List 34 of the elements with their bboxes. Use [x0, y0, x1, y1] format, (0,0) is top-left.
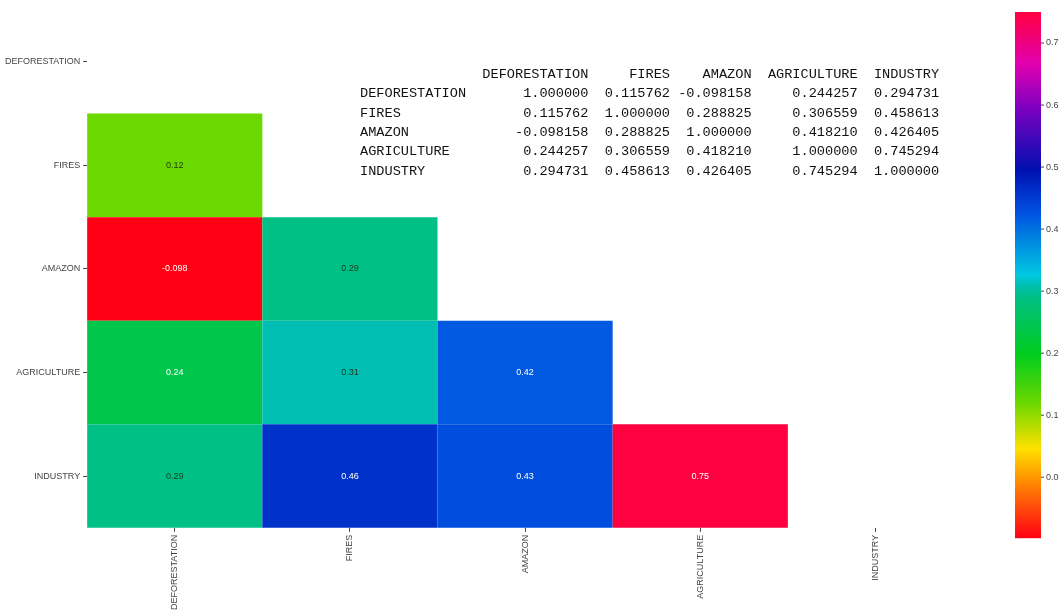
y-tick-label: AGRICULTURE: [16, 366, 81, 377]
data-label: 0.24: [165, 366, 184, 377]
data-label: -0.098: [161, 263, 188, 274]
x-tick-label: DEFORESTATION: [169, 534, 180, 610]
annotation: DEFORESTATION 1.000000 0.115762 -0.098158 0.244257 0.294731: [360, 86, 940, 102]
x-tick-label: FIRES: [344, 534, 355, 562]
annotation: AMAZON -0.098158 0.288825 1.000000 0.418210 0.426405: [360, 124, 940, 140]
annotation: FIRES 0.115762 1.000000 0.288825 0.306559 0.458613: [360, 105, 940, 121]
data-label: 0.43: [516, 470, 534, 481]
x-tick-label: AMAZON: [519, 534, 530, 574]
data-label: 0.46: [341, 470, 359, 481]
annotation: DEFORESTATION FIRES AMAZON AGRICULTURE INDUSTRY: [360, 67, 940, 82]
color-bar-label: 0.1: [1046, 409, 1059, 420]
color-bar-label: 0.5: [1046, 161, 1059, 172]
data-label: 0.29: [341, 263, 359, 274]
color-bar-label: 0.4: [1046, 223, 1059, 234]
color-bar-label: 0.3: [1046, 285, 1059, 296]
x-tick-label: INDUSTRY: [869, 534, 880, 581]
y-tick-label: FIRES: [53, 159, 81, 170]
color-bar-label: 0.2: [1046, 347, 1059, 358]
y-tick-label: AMAZON: [41, 263, 81, 274]
data-label: 0.31: [341, 366, 359, 377]
data-label: 0.12: [165, 159, 184, 170]
data-label: 0.29: [165, 470, 184, 481]
data-label: 0.42: [516, 366, 534, 377]
y-tick-label: DEFORESTATION: [5, 56, 81, 67]
color-bar-label: 0.0: [1046, 471, 1059, 482]
annotation: AGRICULTURE 0.244257 0.306559 0.418210 1.000000 0.745294: [360, 144, 940, 160]
y-tick-label: INDUSTRY: [34, 470, 81, 481]
annotation: INDUSTRY 0.294731 0.458613 0.426405 0.745294 1.000000: [360, 163, 940, 179]
x-tick-label: AGRICULTURE: [694, 534, 705, 599]
color-bar-label: 0.7: [1046, 37, 1059, 48]
color-bar-label: 0.6: [1046, 99, 1059, 110]
data-label: 0.75: [691, 470, 710, 481]
